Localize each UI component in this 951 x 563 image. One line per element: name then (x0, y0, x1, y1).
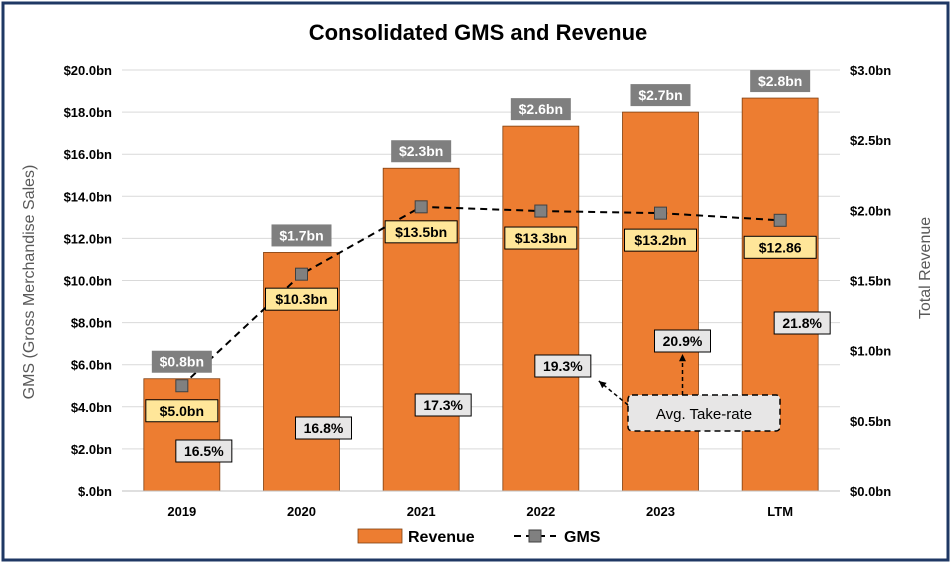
gms-marker (414, 200, 428, 214)
revenue-data-label: $1.7bn (279, 227, 323, 243)
take-rate-callout-text: Avg. Take-rate (656, 406, 752, 423)
y-axis-right-title: Total Revenue (917, 217, 934, 319)
take-rate-box (654, 329, 711, 353)
gms-data-label: $13.5bn (395, 224, 447, 240)
y-left-tick-label: $18.0bn (64, 105, 112, 120)
revenue-bar (502, 125, 580, 492)
gms-label-box (145, 399, 219, 423)
legend-marker-gms (528, 529, 542, 543)
axes: $.0bn $2.0bn $4.0bn $6.0bn $8.0bn $10.0bn $12.… (64, 63, 892, 519)
take-rate-box (295, 416, 352, 440)
revenue-label-box (750, 70, 811, 93)
take-rate-label: 16.5% (184, 443, 224, 459)
y-left-tick-label: $16.0bn (64, 147, 112, 162)
gms-label-box (743, 235, 817, 259)
y-left-tick-label: $.0bn (78, 484, 112, 499)
take-rate-callout: Avg. Take-rate (598, 354, 781, 432)
revenue-data-label: $2.6bn (519, 101, 563, 117)
revenue-bar (143, 378, 221, 492)
take-rate-box (773, 311, 831, 335)
take-rate-label: 16.8% (304, 420, 344, 436)
revenue-bar (622, 111, 699, 492)
gms-marker (295, 267, 308, 281)
y-left-tick-label: $6.0bn (71, 358, 112, 373)
revenue-label-box (630, 84, 691, 107)
take-rate-box (534, 354, 592, 378)
revenue-bar (741, 97, 819, 492)
revenue-data-label: $0.8bn (160, 354, 204, 370)
legend: Revenue GMS (357, 528, 601, 546)
gms-marker (534, 204, 548, 218)
legend-label-revenue: Revenue (408, 529, 475, 546)
y-left-tick-label: $10.0bn (64, 274, 112, 289)
gms-data-label: $5.0bn (160, 403, 204, 419)
y-right-tick-label: $1.5bn (850, 274, 891, 289)
x-tick-label: 2021 (407, 504, 436, 519)
callout-arrowhead (598, 381, 607, 389)
x-tick-label: 2023 (646, 504, 675, 519)
x-tick-label: 2020 (287, 504, 316, 519)
revenue-label-box (151, 350, 212, 373)
take-rate-box (414, 393, 472, 417)
gms-label-box (384, 220, 458, 244)
y-left-tick-label: $8.0bn (71, 316, 112, 331)
take-rate-label: 17.3% (423, 397, 463, 413)
y-left-tick-label: $12.0bn (64, 231, 112, 246)
y-left-tick-label: $4.0bn (71, 400, 112, 415)
y-right-tick-label: $0.0bn (850, 484, 891, 499)
gms-label-box (624, 228, 697, 252)
take-rate-box (175, 439, 233, 463)
legend-swatch-revenue (357, 528, 403, 544)
x-tick-label: 2019 (167, 504, 196, 519)
y-right-tick-label: $0.5bn (850, 414, 891, 429)
revenue-data-label: $2.3bn (399, 143, 443, 159)
take-rate-label: 20.9% (663, 333, 703, 349)
take-rate-label: 19.3% (543, 358, 583, 374)
take-rate-label: 21.8% (782, 315, 822, 331)
legend-label-gms: GMS (564, 529, 601, 546)
y-axis-left-title: GMS (Gross Merchandise Sales) (21, 165, 38, 400)
x-tick-label: 2022 (526, 504, 555, 519)
y-right-tick-label: $2.5bn (850, 133, 891, 148)
gms-data-label: $10.3bn (275, 291, 327, 307)
revenue-label-box (391, 140, 452, 163)
revenue-label-box (510, 98, 571, 121)
gms-data-label: $13.3bn (515, 230, 567, 246)
data-labels: $0.8bn $1.7bn $2.3bn $2.6bn $2.7bn $2.8bn $5.0… (145, 70, 831, 463)
y-right-tick-label: $1.0bn (850, 344, 891, 359)
take-rate-callout-box (627, 394, 781, 432)
gridlines (122, 69, 840, 450)
x-tick-label: LTM (767, 504, 793, 519)
gms-label-box (504, 226, 578, 250)
revenue-label-box (271, 224, 332, 247)
y-left-tick-label: $20.0bn (64, 63, 112, 78)
chart-title: Consolidated GMS and Revenue (309, 20, 648, 45)
gms-data-label: $13.2bn (634, 232, 686, 248)
revenue-bar (382, 167, 460, 492)
gms-marker (773, 213, 787, 227)
y-right-tick-label: $3.0bn (850, 63, 891, 78)
gms-marker (175, 379, 189, 393)
gms-marker (654, 206, 667, 220)
revenue-data-label: $2.8bn (758, 73, 802, 89)
gms-data-label: $12.86 (759, 239, 802, 255)
gms-label-box (265, 287, 338, 311)
y-left-tick-label: $2.0bn (71, 442, 112, 457)
y-left-tick-label: $14.0bn (64, 189, 112, 204)
revenue-data-label: $2.7bn (638, 87, 682, 103)
y-right-tick-label: $2.0bn (850, 203, 891, 218)
callout-arrowhead (679, 354, 686, 362)
